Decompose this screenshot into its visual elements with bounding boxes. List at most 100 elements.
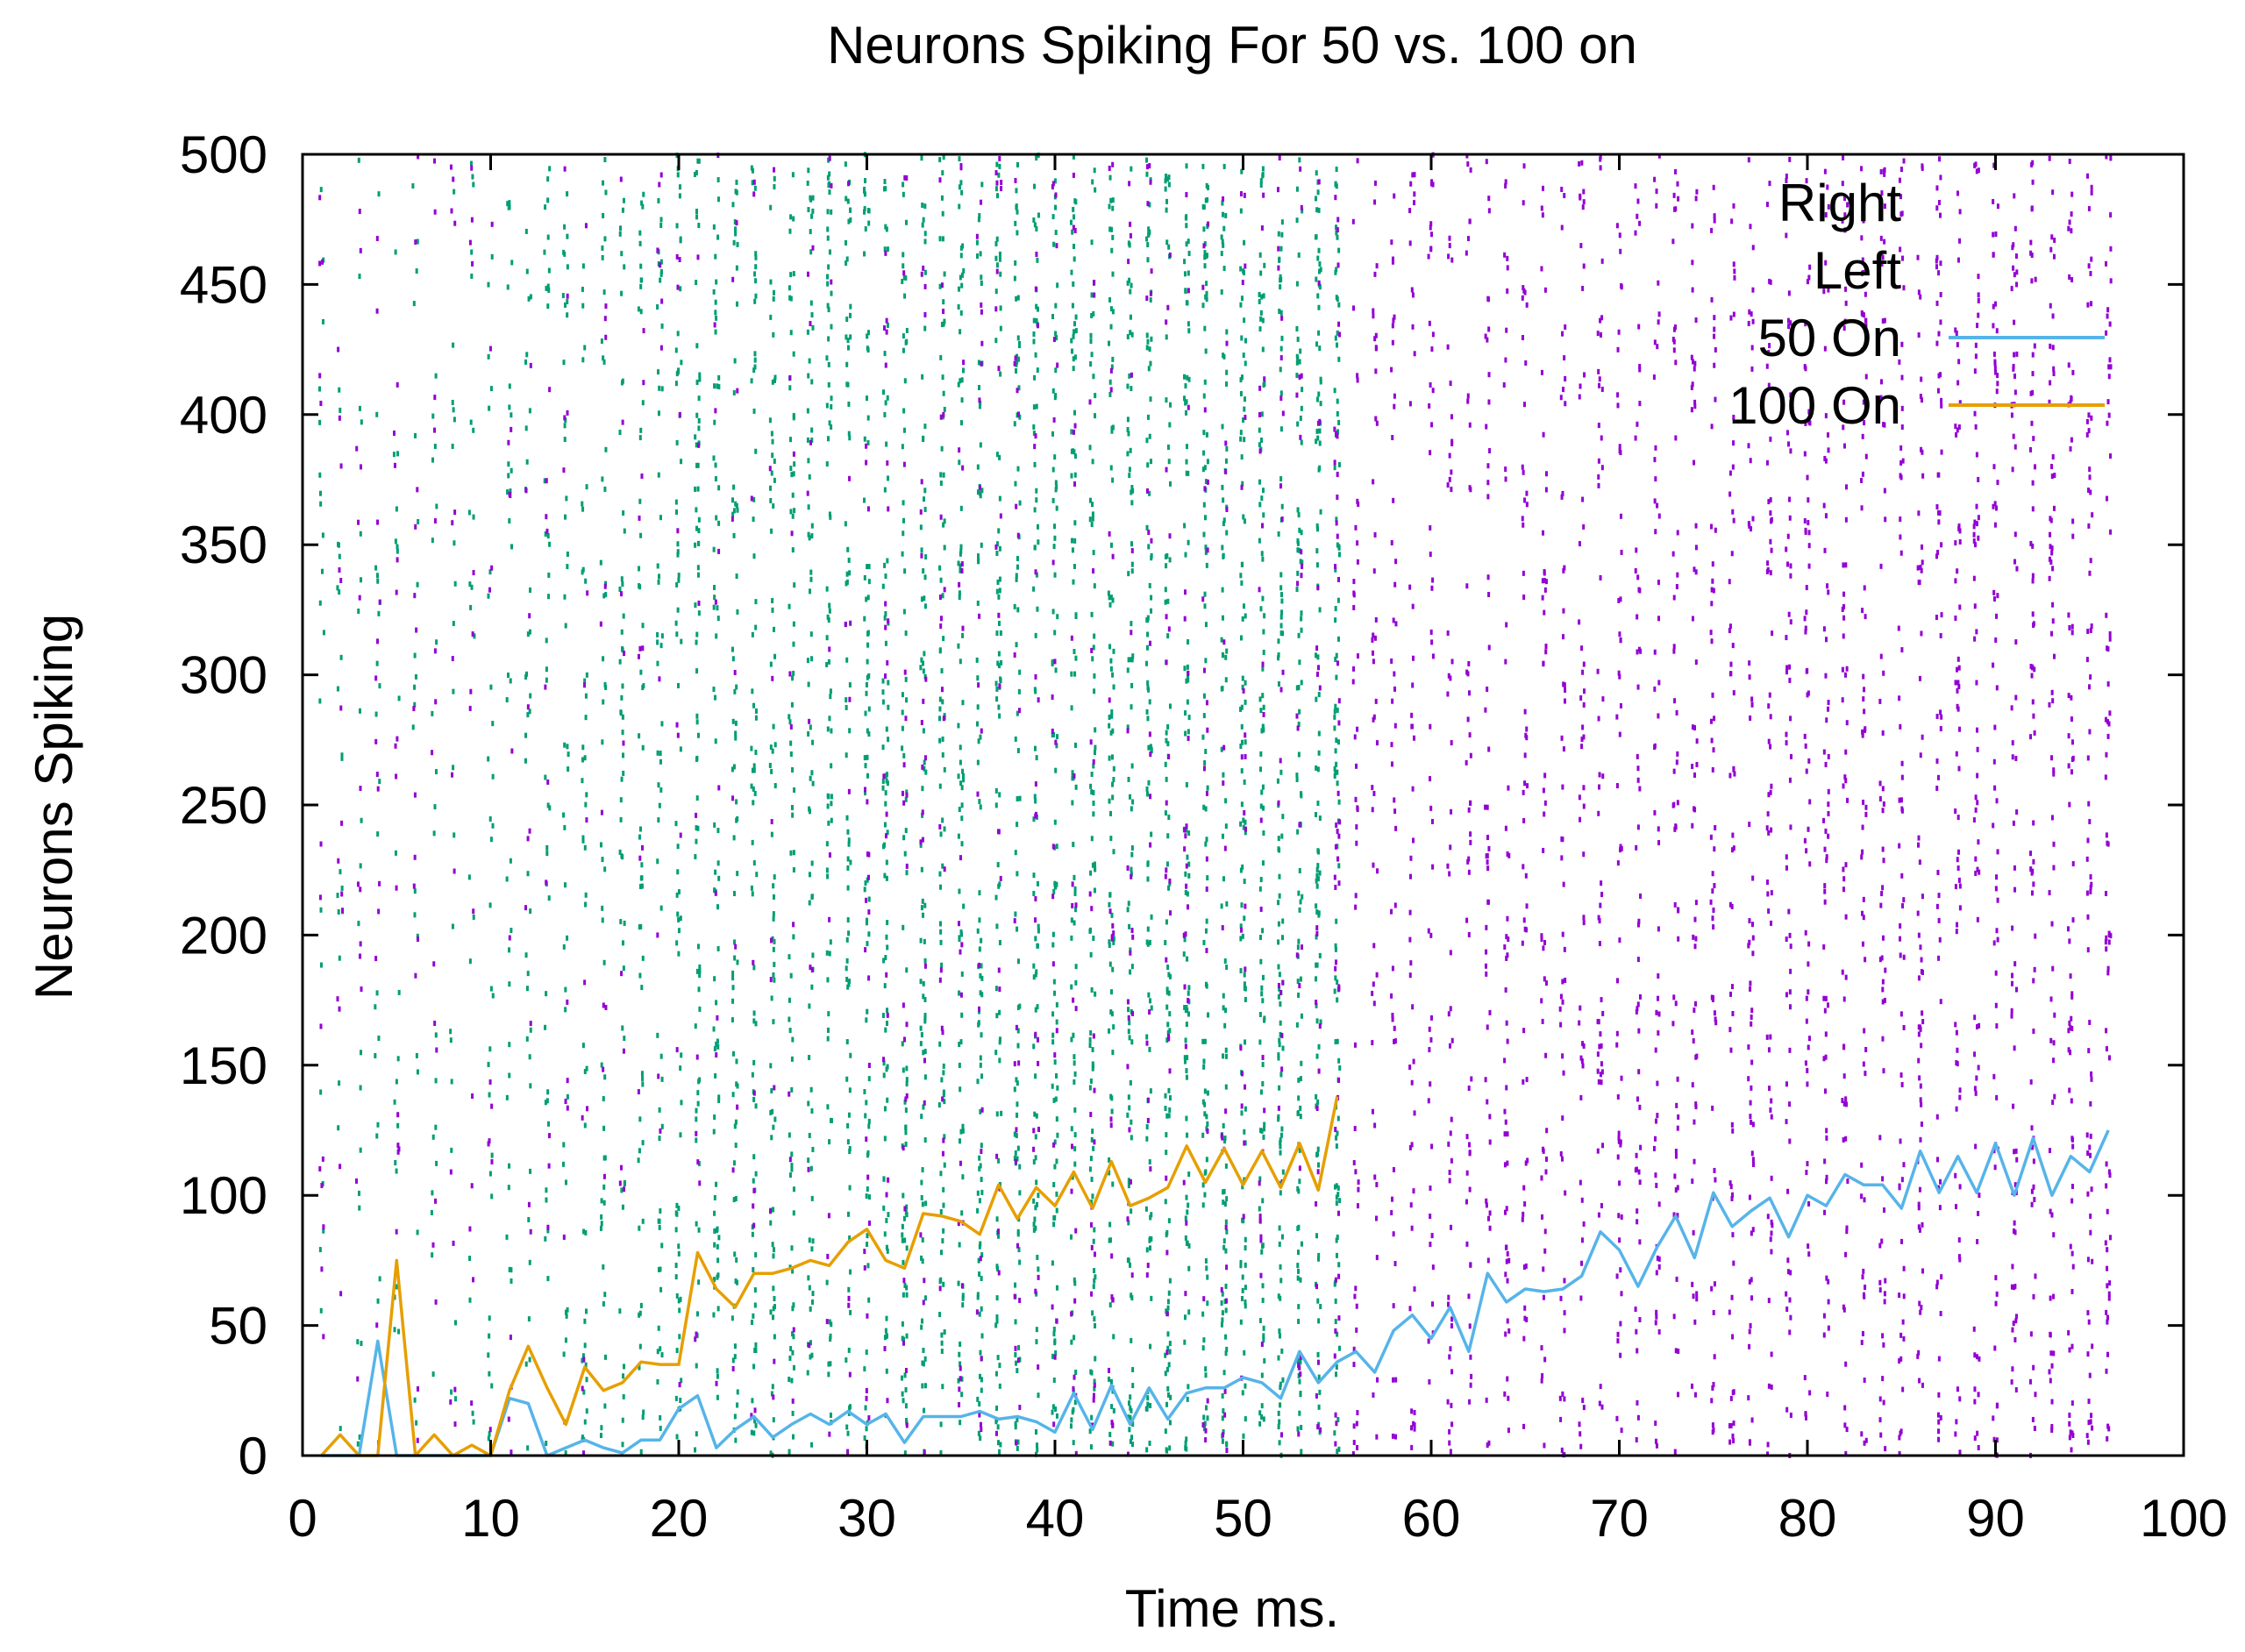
spike-mark bbox=[566, 1105, 569, 1111]
spike-mark bbox=[1074, 328, 1078, 334]
spike-mark bbox=[1300, 793, 1303, 799]
spike-mark bbox=[695, 1331, 698, 1337]
spike-mark bbox=[1205, 887, 1208, 893]
spike-mark bbox=[359, 530, 362, 537]
spike-mark bbox=[1409, 855, 1413, 861]
spike-mark bbox=[788, 295, 792, 301]
spike-mark bbox=[360, 1050, 363, 1056]
spike-mark bbox=[717, 1097, 721, 1103]
spike-mark bbox=[1278, 1440, 1281, 1446]
spike-mark bbox=[828, 189, 831, 196]
spike-mark bbox=[1108, 961, 1112, 967]
spike-mark bbox=[1486, 480, 1490, 486]
spike-mark bbox=[754, 1103, 758, 1109]
spike-mark bbox=[603, 157, 607, 163]
spike-mark bbox=[604, 580, 608, 587]
spike-mark bbox=[581, 1353, 585, 1359]
spike-mark bbox=[1070, 1188, 1073, 1194]
spike-mark bbox=[1278, 986, 1281, 992]
spike-mark bbox=[417, 153, 420, 160]
spike-mark bbox=[1375, 972, 1379, 978]
spike-mark bbox=[659, 515, 662, 521]
spike-mark bbox=[976, 1294, 980, 1300]
spike-mark bbox=[1110, 1404, 1114, 1410]
spike-mark bbox=[921, 812, 924, 818]
spike-mark bbox=[675, 1348, 679, 1354]
spike-mark bbox=[1130, 1208, 1133, 1214]
spike-mark bbox=[1393, 1038, 1396, 1044]
spike-mark bbox=[378, 683, 381, 689]
spike-mark bbox=[884, 1328, 887, 1334]
spike-mark bbox=[1317, 849, 1321, 855]
spike-mark bbox=[1485, 971, 1488, 977]
spike-mark bbox=[1146, 1263, 1150, 1269]
spike-mark bbox=[545, 637, 548, 644]
spike-mark bbox=[1430, 422, 1434, 428]
spike-mark bbox=[771, 379, 774, 385]
spike-mark bbox=[1315, 696, 1318, 702]
spike-mark bbox=[959, 274, 962, 281]
spike-mark bbox=[750, 165, 753, 171]
spike-mark bbox=[1166, 598, 1170, 604]
spike-mark bbox=[696, 565, 700, 571]
spike-mark bbox=[1450, 1369, 1454, 1375]
spike-mark bbox=[1467, 660, 1471, 666]
spike-mark bbox=[1280, 609, 1284, 616]
spike-mark bbox=[1111, 309, 1115, 315]
spike-mark bbox=[1165, 207, 1168, 213]
spike-mark bbox=[1111, 234, 1115, 240]
spike-mark bbox=[922, 568, 925, 574]
spike-mark bbox=[1334, 1328, 1337, 1334]
spike-mark bbox=[940, 687, 944, 693]
spike-mark bbox=[1239, 1260, 1243, 1266]
spike-mark bbox=[1165, 1113, 1169, 1119]
spike-mark bbox=[487, 1061, 490, 1067]
spike-mark bbox=[1488, 448, 1492, 454]
spike-mark bbox=[1299, 1371, 1302, 1378]
spike-mark bbox=[1337, 247, 1341, 253]
spike-mark bbox=[865, 1387, 868, 1393]
spike-mark bbox=[1222, 1053, 1225, 1059]
spike-mark bbox=[696, 1311, 700, 1317]
spike-mark bbox=[1336, 217, 1340, 223]
spike-mark bbox=[1296, 1426, 1300, 1432]
spike-mark bbox=[1448, 235, 1451, 241]
spike-mark bbox=[1429, 221, 1433, 227]
spike-mark bbox=[1145, 1272, 1149, 1278]
spike-mark bbox=[903, 568, 907, 574]
spike-mark bbox=[960, 397, 964, 403]
spike-mark bbox=[639, 283, 643, 289]
spike-mark bbox=[788, 603, 791, 609]
spike-mark bbox=[658, 802, 661, 808]
spike-mark bbox=[620, 1164, 624, 1171]
spike-mark bbox=[960, 1210, 964, 1216]
spike-mark bbox=[994, 1371, 998, 1377]
spike-mark bbox=[1071, 1174, 1074, 1180]
spike-mark bbox=[902, 182, 905, 188]
spike-mark bbox=[904, 1129, 908, 1136]
spike-mark bbox=[960, 815, 964, 822]
spike-mark bbox=[905, 789, 909, 795]
spike-mark bbox=[866, 1242, 869, 1248]
spike-mark bbox=[1337, 1077, 1341, 1083]
spike-mark bbox=[1205, 700, 1208, 706]
spike-mark bbox=[902, 1193, 905, 1199]
spike-mark bbox=[1130, 866, 1133, 872]
spike-mark bbox=[828, 716, 831, 722]
spike-mark bbox=[1203, 263, 1207, 269]
spike-mark bbox=[394, 850, 397, 856]
spike-mark bbox=[1130, 851, 1134, 858]
spike-mark bbox=[338, 1006, 341, 1012]
spike-mark bbox=[1300, 405, 1303, 411]
spike-mark bbox=[1317, 1068, 1321, 1074]
spike-mark bbox=[940, 282, 944, 288]
spike-mark bbox=[864, 880, 867, 887]
spike-mark bbox=[1279, 1402, 1282, 1408]
spike-mark bbox=[471, 260, 474, 267]
spike-mark bbox=[430, 1209, 433, 1215]
spike-mark bbox=[849, 312, 852, 318]
spike-mark bbox=[941, 751, 944, 758]
spike-mark bbox=[905, 792, 909, 798]
spike-mark bbox=[751, 631, 754, 637]
spike-mark bbox=[449, 1399, 453, 1405]
